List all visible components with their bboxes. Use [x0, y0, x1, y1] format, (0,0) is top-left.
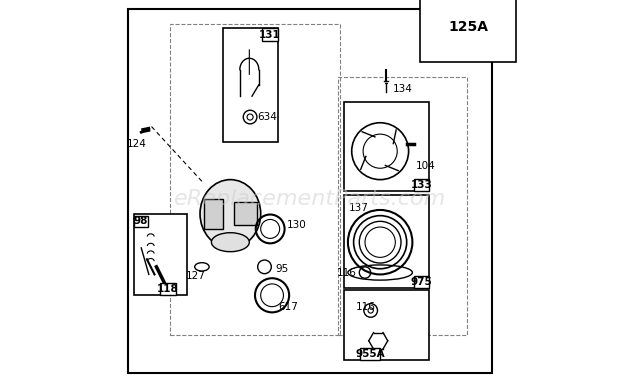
- Text: 127: 127: [186, 271, 206, 281]
- Text: 131: 131: [259, 30, 281, 40]
- FancyBboxPatch shape: [344, 102, 430, 191]
- Text: 955A: 955A: [355, 349, 385, 359]
- Text: 98: 98: [134, 216, 148, 227]
- FancyBboxPatch shape: [134, 214, 187, 295]
- Text: eReplacementParts.com: eReplacementParts.com: [174, 189, 446, 209]
- Text: 634: 634: [258, 112, 278, 122]
- FancyBboxPatch shape: [414, 275, 430, 288]
- Text: 134: 134: [392, 84, 412, 94]
- Text: 617: 617: [278, 302, 298, 312]
- FancyBboxPatch shape: [344, 195, 430, 288]
- Text: 133: 133: [410, 180, 432, 190]
- Text: 125A: 125A: [448, 20, 488, 34]
- Text: 975: 975: [410, 277, 432, 286]
- Ellipse shape: [211, 233, 249, 252]
- FancyBboxPatch shape: [134, 216, 148, 227]
- FancyBboxPatch shape: [344, 290, 430, 360]
- Text: 116: 116: [355, 302, 375, 312]
- Text: 130: 130: [286, 220, 306, 230]
- FancyBboxPatch shape: [234, 202, 257, 225]
- FancyBboxPatch shape: [360, 348, 380, 360]
- FancyBboxPatch shape: [414, 179, 430, 191]
- FancyBboxPatch shape: [160, 283, 176, 295]
- Text: 104: 104: [416, 161, 436, 172]
- FancyBboxPatch shape: [223, 28, 278, 142]
- Text: 118: 118: [157, 284, 179, 294]
- FancyBboxPatch shape: [128, 9, 492, 373]
- FancyBboxPatch shape: [262, 28, 278, 41]
- Text: 95: 95: [276, 264, 289, 274]
- Text: 116: 116: [337, 267, 356, 278]
- Ellipse shape: [200, 180, 260, 248]
- FancyBboxPatch shape: [204, 199, 223, 229]
- Text: 124: 124: [126, 139, 146, 149]
- Text: 137: 137: [349, 203, 369, 213]
